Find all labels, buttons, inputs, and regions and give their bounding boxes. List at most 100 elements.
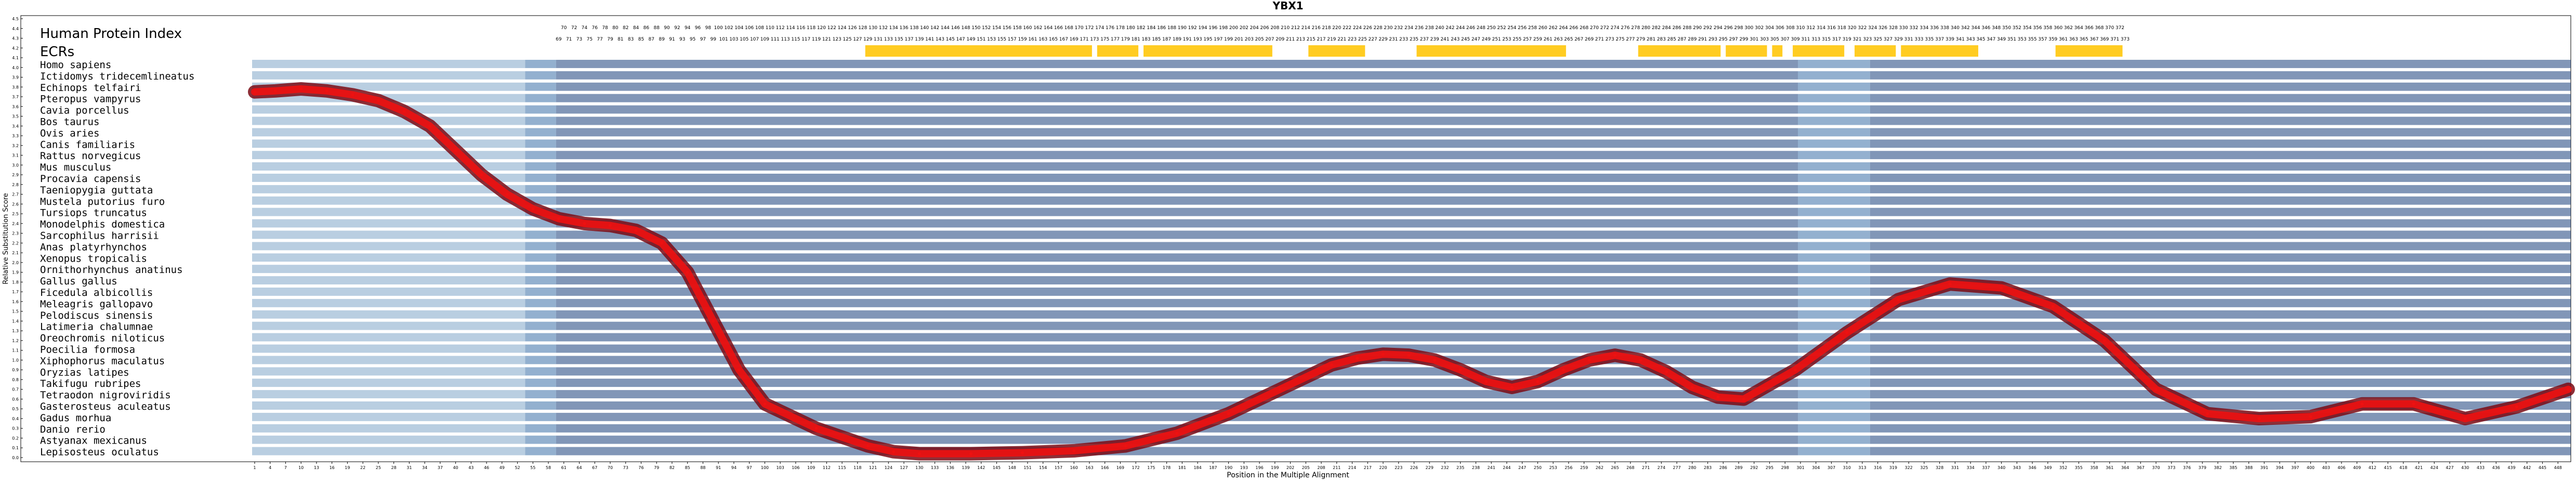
human-index-number: 252 xyxy=(1497,25,1506,31)
x-tick-label: 430 xyxy=(2461,465,2469,470)
human-index-number: 285 xyxy=(1667,37,1676,42)
series-point xyxy=(557,217,560,220)
x-tick-label: 124 xyxy=(885,465,892,470)
species-label: Taeniopygia guttata xyxy=(40,185,153,196)
alignment-band xyxy=(556,333,1798,342)
human-index-number: 161 xyxy=(1028,37,1037,42)
human-index-number: 217 xyxy=(1317,37,1325,42)
x-tick-label: 214 xyxy=(1348,465,1356,470)
ecr-bar xyxy=(1793,45,1845,57)
species-label: Poecilia formosa xyxy=(40,344,135,356)
human-index-number: 155 xyxy=(997,37,1006,42)
series-point xyxy=(917,452,921,456)
alignment-band xyxy=(556,207,1798,216)
x-tick-label: 376 xyxy=(2183,465,2191,470)
alignment-band xyxy=(1870,230,2571,239)
x-tick-label: 247 xyxy=(1518,465,1526,470)
human-index-number: 110 xyxy=(766,25,774,31)
human-index-number: 362 xyxy=(2064,25,2073,31)
alignment-band xyxy=(556,185,1798,193)
human-index-number: 126 xyxy=(848,25,857,31)
series-point xyxy=(1948,282,1952,286)
x-tick-label: 424 xyxy=(2430,465,2438,470)
human-index-number: 251 xyxy=(1492,37,1501,42)
human-index-number: 137 xyxy=(904,37,913,42)
series-point xyxy=(634,228,638,232)
species-label: Cavia porcellus xyxy=(40,105,129,116)
x-tick-label: 283 xyxy=(1704,465,1712,470)
alignment-band xyxy=(252,207,525,216)
alignment-band xyxy=(1798,367,1870,376)
human-index-number: 233 xyxy=(1399,37,1408,42)
ecr-bar xyxy=(1901,45,1978,57)
human-index-number: 341 xyxy=(1956,37,1965,42)
x-tick-label: 28 xyxy=(391,465,397,470)
y-tick-label: 0.6 xyxy=(12,397,19,401)
human-index-number: 190 xyxy=(1178,25,1187,31)
alignment-band xyxy=(525,253,556,262)
alignment-band xyxy=(525,321,556,330)
x-tick-label: 310 xyxy=(1843,465,1851,470)
x-tick-label: 133 xyxy=(931,465,939,470)
species-label: Xiphophorus maculatus xyxy=(40,355,165,367)
human-index-number: 148 xyxy=(961,25,970,31)
human-index-number: 118 xyxy=(807,25,816,31)
x-tick-label: 427 xyxy=(2446,465,2453,470)
human-index-number: 171 xyxy=(1080,37,1088,42)
ecr-bar xyxy=(1726,45,1767,57)
x-tick-label: 316 xyxy=(1874,465,1882,470)
human-index-number: 172 xyxy=(1085,25,1094,31)
alignment-band xyxy=(1870,276,2571,284)
x-tick-label: 313 xyxy=(1858,465,1866,470)
series-point xyxy=(2000,286,2003,290)
human-index-number: 84 xyxy=(633,25,639,31)
x-tick-label: 445 xyxy=(2539,465,2546,470)
series-point xyxy=(531,207,535,211)
species-label: Monodelphis domestica xyxy=(40,219,165,230)
human-index-number: 366 xyxy=(2085,25,2094,31)
alignment-band xyxy=(1870,333,2571,342)
species-label: Echinops telfairi xyxy=(40,82,141,94)
alignment-band xyxy=(1870,253,2571,262)
human-index-number: 124 xyxy=(837,25,846,31)
series-point xyxy=(1330,363,1333,367)
alignment-band xyxy=(252,230,525,239)
human-index-number: 360 xyxy=(2054,25,2062,31)
ecr-bars xyxy=(865,45,2123,57)
alignment-band xyxy=(1798,116,1870,125)
x-tick-label: 79 xyxy=(654,465,659,470)
ecr-bar xyxy=(2055,45,2123,57)
alignment-band xyxy=(252,379,525,387)
species-label: Pelodiscus sinensis xyxy=(40,310,153,321)
human-index-number: 182 xyxy=(1136,25,1145,31)
human-index-number: 194 xyxy=(1198,25,1207,31)
alignment-band xyxy=(525,276,556,284)
alignment-band xyxy=(556,139,1798,148)
human-index-number: 96 xyxy=(695,25,701,31)
x-tick-label: 22 xyxy=(360,465,365,470)
alignment-band xyxy=(1798,230,1870,239)
alignment-band xyxy=(1870,60,2571,68)
human-index-number: 196 xyxy=(1208,25,1217,31)
x-tick-label: 418 xyxy=(2399,465,2407,470)
human-index-number: 174 xyxy=(1095,25,1104,31)
x-tick-label: 334 xyxy=(1966,465,1974,470)
human-index-number: 343 xyxy=(1966,37,1975,42)
series-point xyxy=(480,173,483,177)
alignment-band xyxy=(1798,242,1870,251)
series-point xyxy=(505,192,509,196)
human-index-number: 261 xyxy=(1544,37,1553,42)
alignment-band xyxy=(556,82,1798,91)
human-index-number: 95 xyxy=(690,37,695,42)
series-point xyxy=(1484,380,1488,383)
alignment-band xyxy=(1798,105,1870,114)
human-index-number: 350 xyxy=(2002,25,2011,31)
alignment-band xyxy=(525,230,556,239)
x-tick-label: 91 xyxy=(716,465,721,470)
alignment-band xyxy=(556,94,1798,102)
human-index-number: 222 xyxy=(1343,25,1351,31)
ecr-bar xyxy=(865,45,1092,57)
alignment-band xyxy=(556,344,1798,353)
alignment-band xyxy=(1870,390,2571,398)
alignment-band xyxy=(1870,174,2571,182)
